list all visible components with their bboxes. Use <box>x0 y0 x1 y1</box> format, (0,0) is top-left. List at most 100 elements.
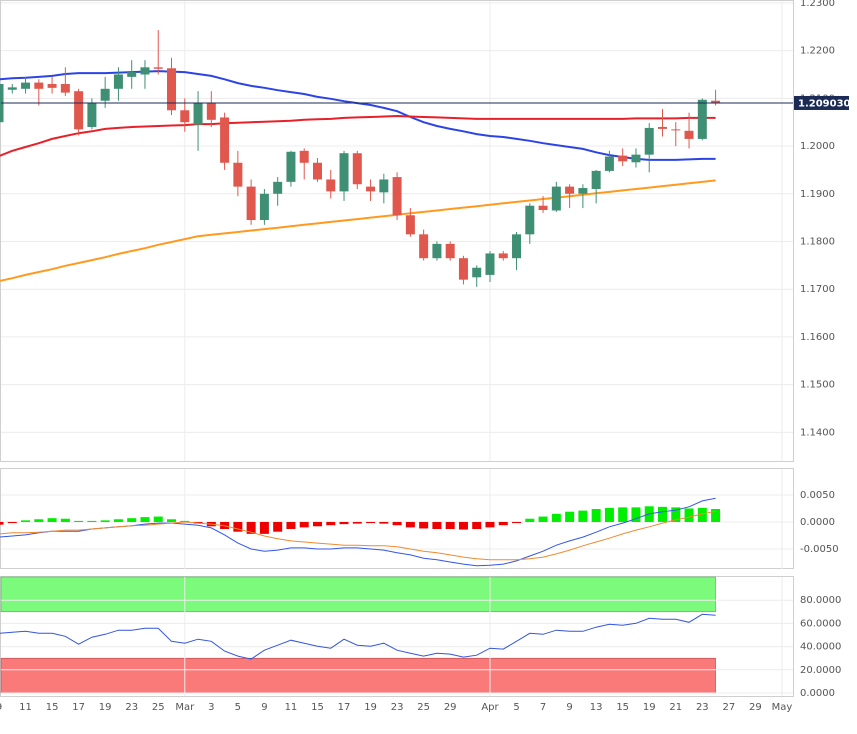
macd-histogram-bar <box>604 507 614 522</box>
candle-body <box>671 129 681 131</box>
macd-histogram-bar <box>392 521 402 526</box>
candle-body <box>140 67 150 75</box>
x-tick-label: 29 <box>749 702 762 713</box>
candle-body <box>206 103 216 120</box>
macd-histogram-bar <box>273 521 283 532</box>
macd-histogram-bar <box>498 521 508 526</box>
macd-histogram-bar <box>352 521 362 524</box>
candle-body <box>286 151 296 182</box>
candle-body <box>312 162 322 180</box>
macd-histogram-bar <box>565 511 575 522</box>
candle-body <box>512 234 522 259</box>
y-tick-label: 1.1500 <box>800 380 835 391</box>
macd-histogram-bar <box>21 520 31 522</box>
x-tick-label: 23 <box>125 702 138 713</box>
candle-body <box>180 110 190 123</box>
candle-body <box>591 170 601 190</box>
macd-histogram-bar <box>167 519 177 522</box>
macd-histogram-bar <box>697 507 707 522</box>
candle-body <box>74 91 84 130</box>
candle-body <box>458 258 468 280</box>
x-tick-label: 21 <box>669 702 682 713</box>
candle-body <box>220 117 230 163</box>
x-tick-label: 23 <box>696 702 709 713</box>
y-tick-label: -0.0050 <box>800 544 839 555</box>
candle-body <box>153 67 163 69</box>
x-tick-label: 13 <box>590 702 603 713</box>
x-tick-label: 25 <box>417 702 430 713</box>
x-tick-label: 9 <box>0 702 2 713</box>
candle-body <box>259 193 269 221</box>
candle-body <box>392 177 402 216</box>
candle-body <box>658 126 667 129</box>
candle-body <box>366 186 376 192</box>
candle-body <box>538 205 548 211</box>
y-tick-label: 0.0050 <box>800 490 835 501</box>
macd-histogram-bar <box>618 507 628 522</box>
candle-body <box>525 205 535 235</box>
y-tick-label: 1.1600 <box>800 332 835 343</box>
macd-histogram-bar <box>578 510 588 522</box>
y-tick-label: 1.1400 <box>800 427 835 438</box>
candle-body <box>551 186 561 211</box>
x-tick-label: 17 <box>338 702 351 713</box>
candle-body <box>485 253 495 275</box>
candle-body <box>60 84 70 93</box>
macd-histogram-bar <box>60 518 70 522</box>
macd-histogram-bar <box>259 521 269 534</box>
macd-histogram-bar <box>153 516 163 522</box>
price-panel <box>0 0 794 462</box>
macd-histogram-bar <box>47 518 57 522</box>
macd-histogram-bar <box>405 521 415 528</box>
candle-body <box>7 87 17 90</box>
candle-body <box>631 154 641 163</box>
x-tick-label: 5 <box>513 702 519 713</box>
macd-histogram-bar <box>538 516 548 522</box>
y-tick-label: 0.0000 <box>800 688 835 699</box>
macd-histogram-bar <box>286 521 296 529</box>
candle-body <box>684 130 694 139</box>
macd-histogram-bar <box>246 521 256 534</box>
macd-histogram-bar <box>339 521 349 525</box>
macd-histogram-bar <box>113 519 123 522</box>
x-tick-label: 15 <box>46 702 59 713</box>
candle-body <box>113 74 123 89</box>
macd-histogram-bar <box>658 506 667 522</box>
macd-histogram-bar <box>0 521 4 525</box>
macd-histogram-bar <box>366 521 376 524</box>
macd-histogram-bar <box>684 508 694 522</box>
candle-body <box>604 156 614 171</box>
rsi-line <box>0 613 716 660</box>
y-tick-label: 0.0000 <box>800 517 835 528</box>
macd-histogram-bar <box>432 521 442 529</box>
candle-body <box>167 68 177 111</box>
candle-body <box>379 179 389 193</box>
candle-body <box>498 253 508 259</box>
candle-body <box>711 100 721 104</box>
macd-histogram-bar <box>551 513 561 522</box>
candle-body <box>644 127 654 155</box>
candle-body <box>419 234 429 259</box>
candle-body <box>193 103 203 125</box>
macd-histogram-bar <box>180 520 190 522</box>
y-tick-label: 40.0000 <box>800 642 841 653</box>
x-tick-label: 29 <box>444 702 457 713</box>
macd-histogram-bar <box>233 521 243 532</box>
macd-histogram-bar <box>472 521 482 529</box>
x-tick-label: 17 <box>72 702 85 713</box>
macd-histogram-bar <box>299 521 309 528</box>
x-tick-label: 19 <box>643 702 656 713</box>
current-price-label: 1.209030 <box>798 98 851 109</box>
current-price-box <box>794 95 849 110</box>
macd-histogram-bar <box>631 507 641 522</box>
x-tick-label: 25 <box>152 702 165 713</box>
macd-histogram-bar <box>7 521 17 524</box>
y-tick-label: 1.2300 <box>800 0 835 9</box>
candle-body <box>299 150 309 163</box>
oversold-zone <box>0 657 716 694</box>
candle-body <box>326 179 336 192</box>
candle-body <box>47 84 57 88</box>
x-tick-label: 3 <box>208 702 214 713</box>
macd-histogram-bar <box>512 521 522 524</box>
x-tick-label: Mar <box>175 702 195 713</box>
